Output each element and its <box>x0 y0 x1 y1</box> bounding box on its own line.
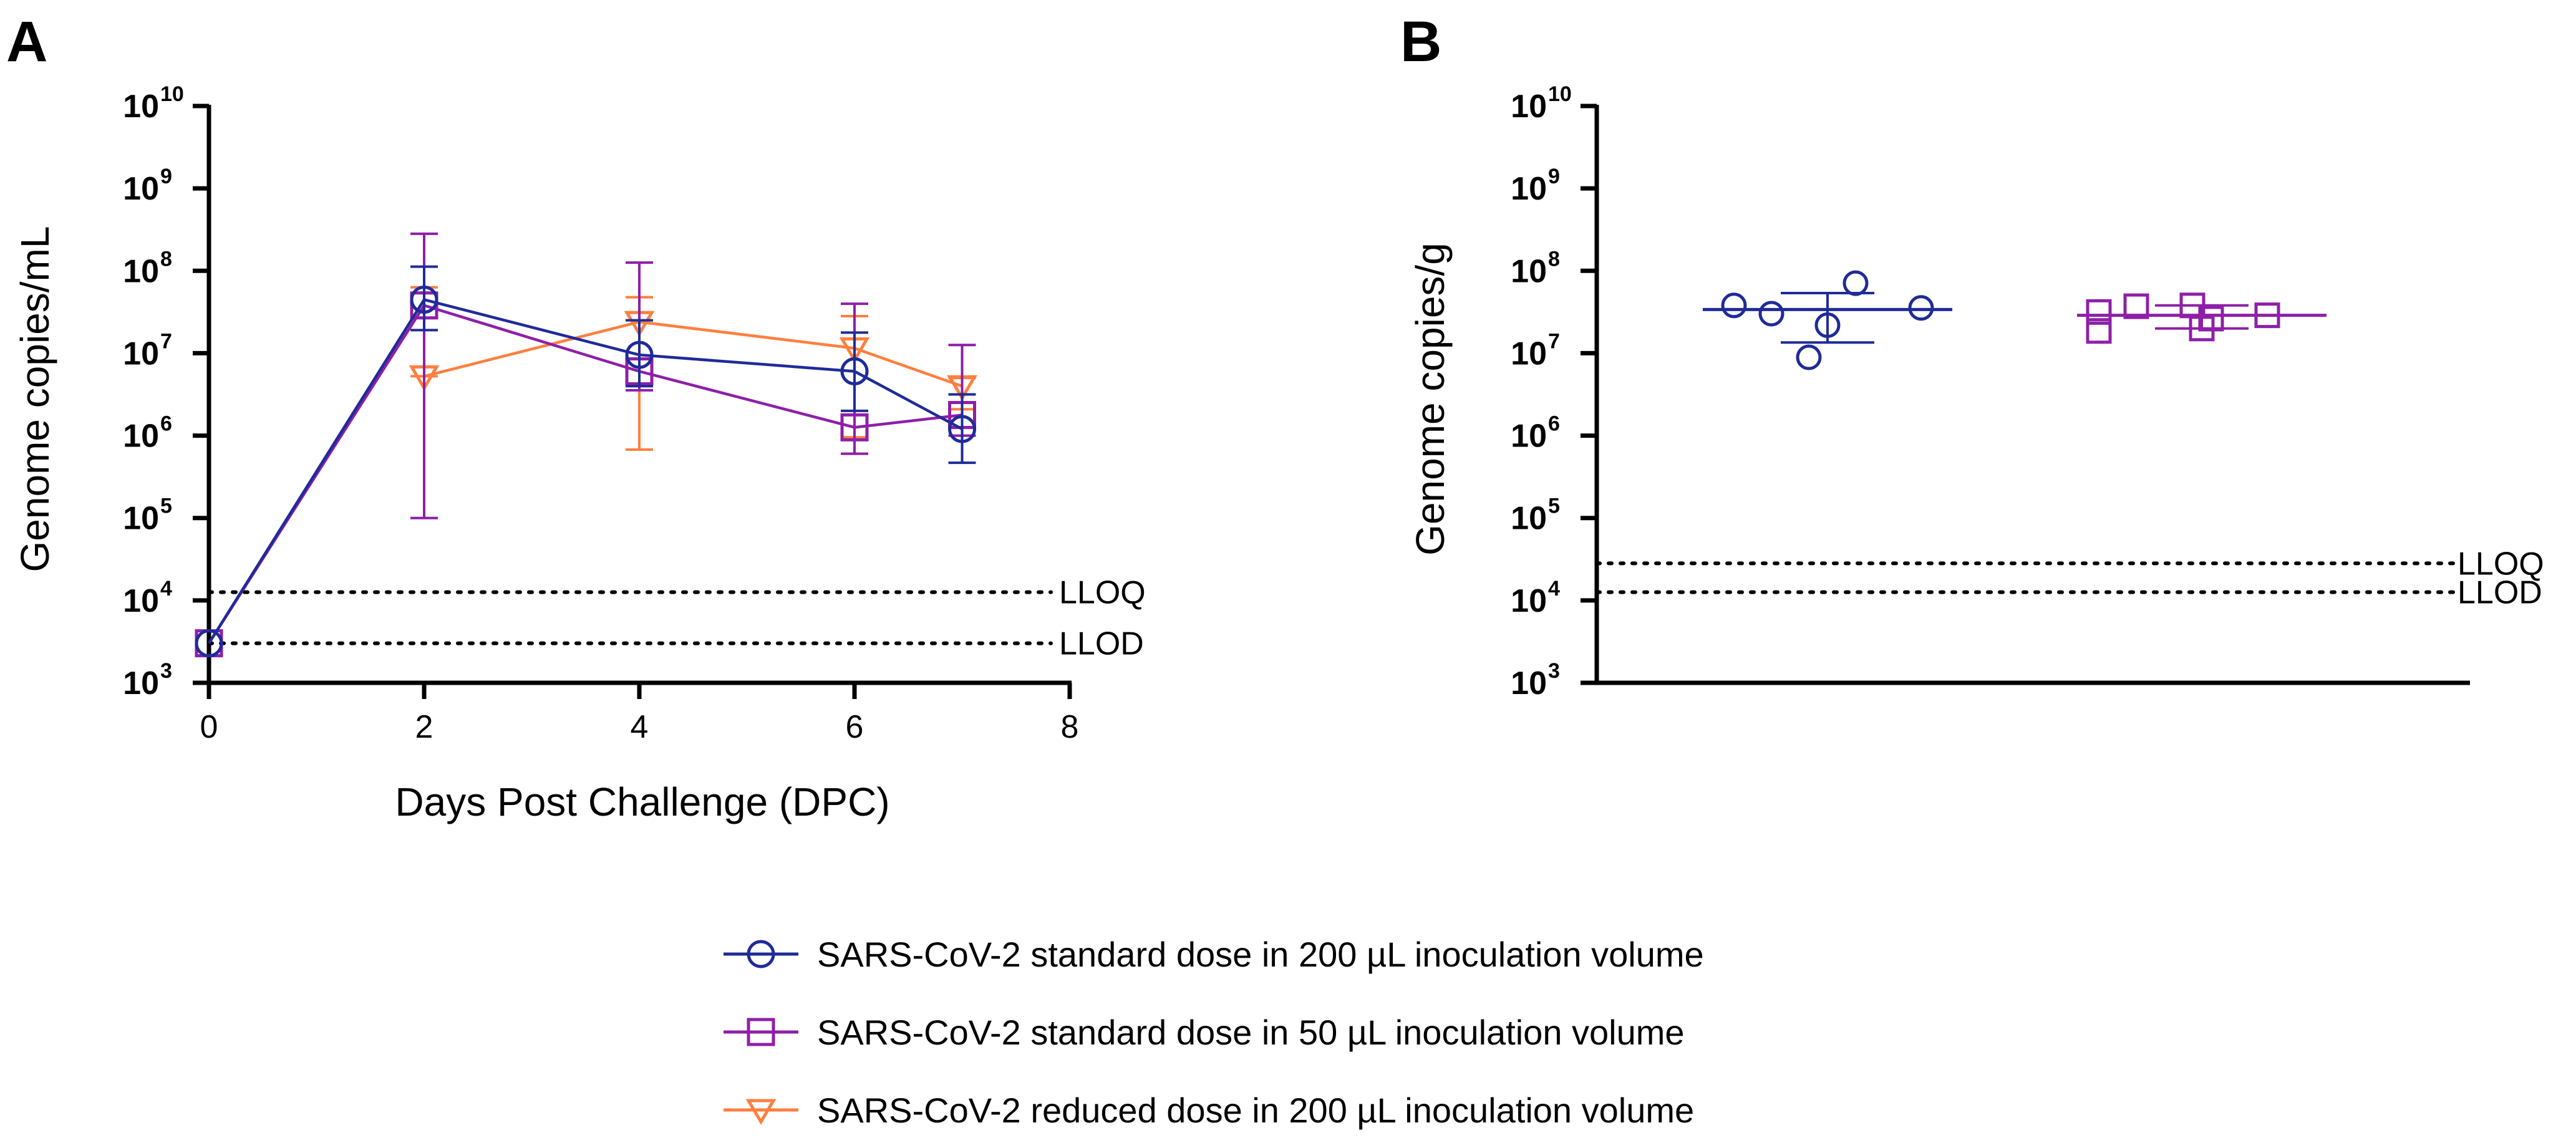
data-point <box>1842 270 1869 296</box>
panel-a-lloq-label: LLOQ <box>1059 575 1146 611</box>
data-point <box>2086 318 2112 344</box>
data-point <box>625 340 654 369</box>
panel-b-y-tick-label: 10 <box>1511 335 1547 372</box>
group-1 <box>1703 270 1952 370</box>
panel-a-x-tick-label: 0 <box>200 709 218 745</box>
data-point <box>195 629 223 658</box>
panel-a-y-tick-exponent: 3 <box>160 659 172 683</box>
panel-b-letter: B <box>1400 10 1441 74</box>
panel-a-y-tick-label: 10 <box>123 89 159 125</box>
panel-a-y-tick-label: 10 <box>123 665 159 702</box>
panel-a-y-tick-exponent: 4 <box>160 577 172 601</box>
data-point <box>2254 302 2280 329</box>
panel-b-lloq-label: LLOQ <box>2457 546 2544 582</box>
panel-a-llod-label: LLOD <box>1059 626 1144 662</box>
legend-triangle-down-icon <box>745 1099 777 1125</box>
panel-a-y-tick-exponent: 6 <box>160 412 172 436</box>
panel-b-y-axis-title: Genome copies/g <box>1408 243 1453 556</box>
panel-b: B Genome copies/g 10 310 410 510 610 710 810 91… <box>1400 10 2544 702</box>
group-2 <box>2077 292 2327 344</box>
legend: SARS-CoV-2 standard dose in 200 µL inocu… <box>724 935 1704 1130</box>
panel-a-y-tick-exponent: 5 <box>160 494 172 518</box>
data-point <box>1721 292 1747 319</box>
panel-b-y-tick-exponent: 7 <box>1548 329 1560 353</box>
panel-b-y-tick-label: 10 <box>1511 583 1547 619</box>
panel-b-y-tick-label: 10 <box>1511 89 1547 125</box>
data-point <box>1796 344 1822 370</box>
legend-square-icon <box>747 1018 775 1046</box>
legend-label: SARS-CoV-2 standard dose in 200 µL inocu… <box>817 935 1704 974</box>
panel-a-y-tick-label: 10 <box>123 335 159 372</box>
data-point <box>840 413 869 441</box>
panel-b-y-tick-exponent: 10 <box>1548 82 1572 106</box>
legend-item: SARS-CoV-2 reduced dose in 200 µL inocul… <box>724 1091 1694 1130</box>
panel-a-x-tick-label: 6 <box>846 709 864 745</box>
data-point <box>840 357 869 385</box>
panel-b-y-tick-label: 10 <box>1511 665 1547 702</box>
series-line <box>424 320 963 388</box>
panel-a: A Genome copies/mL Days Post Challenge (… <box>6 10 1146 824</box>
data-point <box>1758 301 1784 327</box>
panel-a-x-tick-label: 2 <box>415 709 433 745</box>
legend-label: SARS-CoV-2 standard dose in 50 µL inocul… <box>817 1013 1685 1052</box>
panel-a-y-tick-label: 10 <box>123 418 159 455</box>
panel-b-y-tick-label: 10 <box>1511 171 1547 207</box>
data-point <box>410 286 438 314</box>
data-point <box>2123 293 2149 319</box>
panel-b-y-tick-exponent: 6 <box>1548 412 1560 436</box>
panel-a-y-tick-exponent: 10 <box>160 82 184 106</box>
legend-item: SARS-CoV-2 standard dose in 50 µL inocul… <box>724 1013 1685 1052</box>
panel-b-y-tick-label: 10 <box>1511 501 1547 537</box>
panel-a-y-tick-label: 10 <box>123 501 159 537</box>
data-point <box>1814 312 1841 338</box>
data-point <box>2198 306 2224 332</box>
panel-b-y-tick-exponent: 5 <box>1548 494 1560 518</box>
panel-a-y-tick-label: 10 <box>123 583 159 619</box>
panel-b-y-tick-exponent: 8 <box>1548 247 1560 271</box>
panel-a-x-tick-label: 8 <box>1061 709 1079 745</box>
panel-b-y-tick-label: 10 <box>1511 253 1547 289</box>
legend-item: SARS-CoV-2 standard dose in 200 µL inocu… <box>724 935 1704 974</box>
data-point <box>1908 295 1934 321</box>
legend-circle-icon <box>747 940 775 968</box>
data-point <box>2086 299 2112 325</box>
panel-a-y-tick-exponent: 9 <box>160 165 172 188</box>
panel-a-y-axis-title: Genome copies/mL <box>12 226 57 572</box>
series-1 <box>195 265 976 658</box>
panel-a-y-tick-exponent: 7 <box>160 329 172 353</box>
panel-b-y-tick-label: 10 <box>1511 418 1547 455</box>
panel-b-llod-label: LLOD <box>2457 575 2542 611</box>
panel-a-y-tick-label: 10 <box>123 171 159 207</box>
legend-label: SARS-CoV-2 reduced dose in 200 µL inocul… <box>817 1091 1694 1130</box>
panel-b-y-tick-exponent: 4 <box>1548 577 1560 601</box>
panel-b-y-tick-exponent: 9 <box>1548 165 1560 188</box>
data-point <box>948 415 976 443</box>
panel-b-y-tick-exponent: 3 <box>1548 659 1560 683</box>
panel-a-letter: A <box>6 10 47 74</box>
panel-a-y-tick-label: 10 <box>123 253 159 289</box>
panel-a-x-tick-label: 4 <box>631 709 649 745</box>
series-3 <box>409 286 977 451</box>
panel-a-x-axis-title: Days Post Challenge (DPC) <box>395 779 889 824</box>
panel-a-y-tick-exponent: 8 <box>160 247 172 271</box>
